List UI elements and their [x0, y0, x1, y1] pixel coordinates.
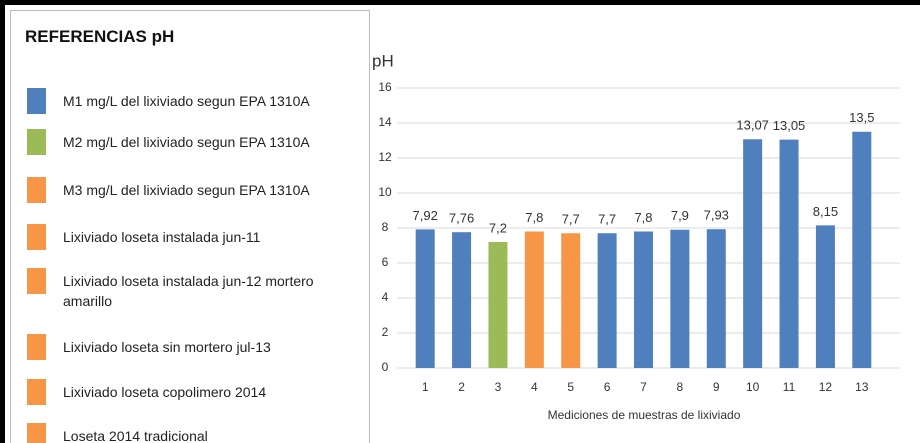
x-axis-label: Mediciones de muestras de lixiviado [548, 408, 741, 422]
bar [670, 229, 690, 368]
legend-swatch [27, 224, 46, 250]
x-tick-label: 13 [855, 380, 869, 394]
bar [597, 233, 617, 368]
bar [634, 231, 653, 368]
y-tick-label: 6 [382, 255, 389, 269]
legend-label: Lixiviado loseta instalada jun-12 morter… [63, 273, 314, 309]
legend-label: M1 mg/L del lixiviado segun EPA 1310A [63, 93, 310, 109]
legend-swatch [27, 88, 46, 114]
y-tick-label: 0 [382, 360, 389, 374]
x-tick-label: 5 [567, 380, 574, 394]
bar [706, 229, 726, 368]
value-label: 13,5 [849, 110, 874, 125]
x-tick-label: 10 [746, 380, 760, 394]
legend: REFERENCIAS pH M1 mg/L del lixiviado seg… [10, 10, 370, 443]
y-tick-label: 10 [378, 185, 392, 199]
legend-label: M2 mg/L del lixiviado segun EPA 1310A [63, 134, 310, 150]
y-tick-label: 4 [382, 290, 389, 304]
legend-swatch [27, 334, 46, 360]
bar [452, 232, 472, 368]
y-axis-label: pH [372, 51, 394, 70]
value-label: 13,05 [773, 118, 806, 133]
legend-swatch [27, 423, 46, 443]
legend-label: M3 mg/L del lixiviado segun EPA 1310A [63, 182, 310, 198]
value-label: 8,15 [813, 204, 838, 219]
frame-left [0, 0, 5, 443]
legend-swatch [27, 268, 46, 294]
value-label: 7,9 [671, 208, 689, 223]
bar [743, 139, 763, 368]
x-tick-label: 11 [783, 380, 796, 394]
y-tick-label: 12 [378, 150, 392, 164]
bar [852, 131, 872, 368]
bar [488, 242, 508, 368]
x-tick-label: 2 [458, 380, 465, 394]
value-label: 7,8 [634, 210, 652, 225]
bar [779, 139, 799, 368]
x-tick-label: 1 [422, 380, 429, 394]
legend-label: Lixiviado loseta sin mortero jul-13 [63, 339, 271, 355]
legend-swatch [27, 177, 46, 203]
x-tick-label: 4 [531, 380, 538, 394]
y-tick-label: 8 [382, 220, 389, 234]
y-tick-label: 14 [378, 115, 392, 129]
bar [561, 233, 581, 368]
y-tick-label: 2 [382, 325, 389, 339]
legend-label: Lixiviado loseta instalada jun-11 [63, 229, 261, 245]
value-label: 7,2 [489, 220, 507, 235]
bar [815, 225, 835, 368]
x-tick-label: 7 [640, 380, 647, 394]
x-tick-label: 8 [677, 380, 684, 394]
x-tick-label: 9 [713, 380, 720, 394]
value-label: 7,7 [562, 212, 580, 227]
y-tick-label: 16 [378, 80, 392, 94]
bar [524, 231, 544, 368]
value-label: 7,76 [449, 211, 474, 226]
x-tick-label: 3 [495, 380, 502, 394]
value-label: 7,7 [598, 212, 616, 227]
x-tick-label: 6 [604, 380, 611, 394]
value-label: 7,92 [413, 208, 438, 223]
legend-label: Lixiviado loseta copolimero 2014 [63, 384, 267, 400]
value-label: 7,8 [525, 210, 543, 225]
value-label: 7,93 [704, 208, 729, 223]
value-label: 13,07 [736, 118, 769, 133]
legend-swatch [27, 379, 46, 405]
x-tick-label: 12 [819, 380, 833, 394]
legend-title: REFERENCIAS pH [25, 27, 175, 46]
frame-top [0, 0, 920, 5]
legend-swatch [27, 129, 46, 155]
bar [415, 229, 435, 368]
legend-label: Loseta 2014 tradicional [63, 428, 208, 443]
